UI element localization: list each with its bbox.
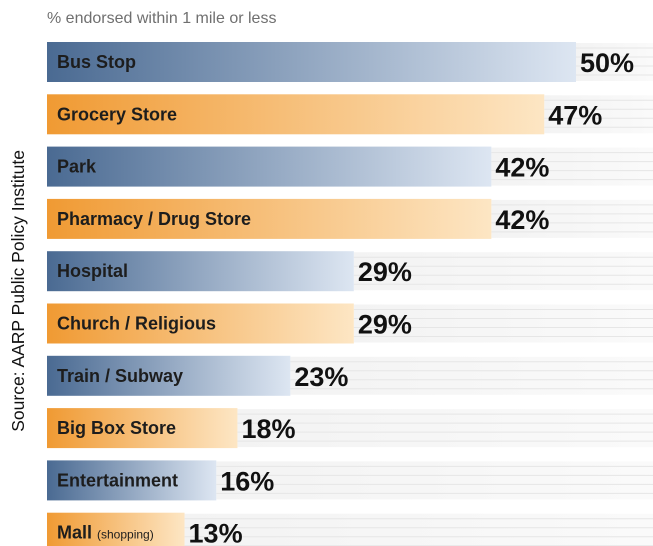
bar-big-box-store <box>47 408 238 449</box>
category-label-pharmacy-drug-store: Pharmacy / Drug Store <box>57 209 251 229</box>
bar-labels-group: Bus Stop Grocery Store Park Pharmacy / Drug… <box>57 52 251 543</box>
bar-grocery-store <box>47 94 545 135</box>
value-label-grocery-store: 47% <box>548 100 602 130</box>
value-label-bus-stop: 50% <box>580 48 634 78</box>
category-label-mall: Mall (shopping) <box>57 523 154 543</box>
value-label-hospital: 29% <box>358 257 412 287</box>
value-label-train-subway: 23% <box>294 362 348 392</box>
bar-pharmacy-drug-store <box>47 198 492 239</box>
bar-mall <box>47 512 185 546</box>
value-label-mall: 13% <box>189 519 243 546</box>
category-label-park: Park <box>57 157 97 177</box>
bar-hospital <box>47 251 354 292</box>
value-label-pharmacy-drug-store: 42% <box>495 205 549 235</box>
bar-tracks <box>184 43 653 546</box>
category-note: (shopping) <box>97 528 154 542</box>
chart-subtitle: % endorsed within 1 mile or less <box>47 10 277 27</box>
bar-train-subway <box>47 355 291 396</box>
category-label-grocery-store: Grocery Store <box>57 104 177 124</box>
bar-entertainment <box>47 460 217 501</box>
category-label-entertainment: Entertainment <box>57 470 178 490</box>
bar-church-religious <box>47 303 354 344</box>
value-label-park: 42% <box>495 153 549 183</box>
category-label-train-subway: Train / Subway <box>57 366 183 386</box>
category-label-hospital: Hospital <box>57 261 128 281</box>
category-label-bus-stop: Bus Stop <box>57 52 136 72</box>
bar-park <box>47 146 492 187</box>
value-label-entertainment: 16% <box>220 466 274 496</box>
category-label-church-religious: Church / Religious <box>57 314 216 334</box>
bars-group <box>47 42 576 546</box>
value-label-church-religious: 29% <box>358 310 412 340</box>
value-label-big-box-store: 18% <box>241 414 295 444</box>
category-label-big-box-store: Big Box Store <box>57 418 176 438</box>
value-labels-group: 50% 47% 42% 42% 29% 29% 23% 18% 16% 13% <box>189 48 635 546</box>
bar-bus-stop <box>47 42 576 82</box>
